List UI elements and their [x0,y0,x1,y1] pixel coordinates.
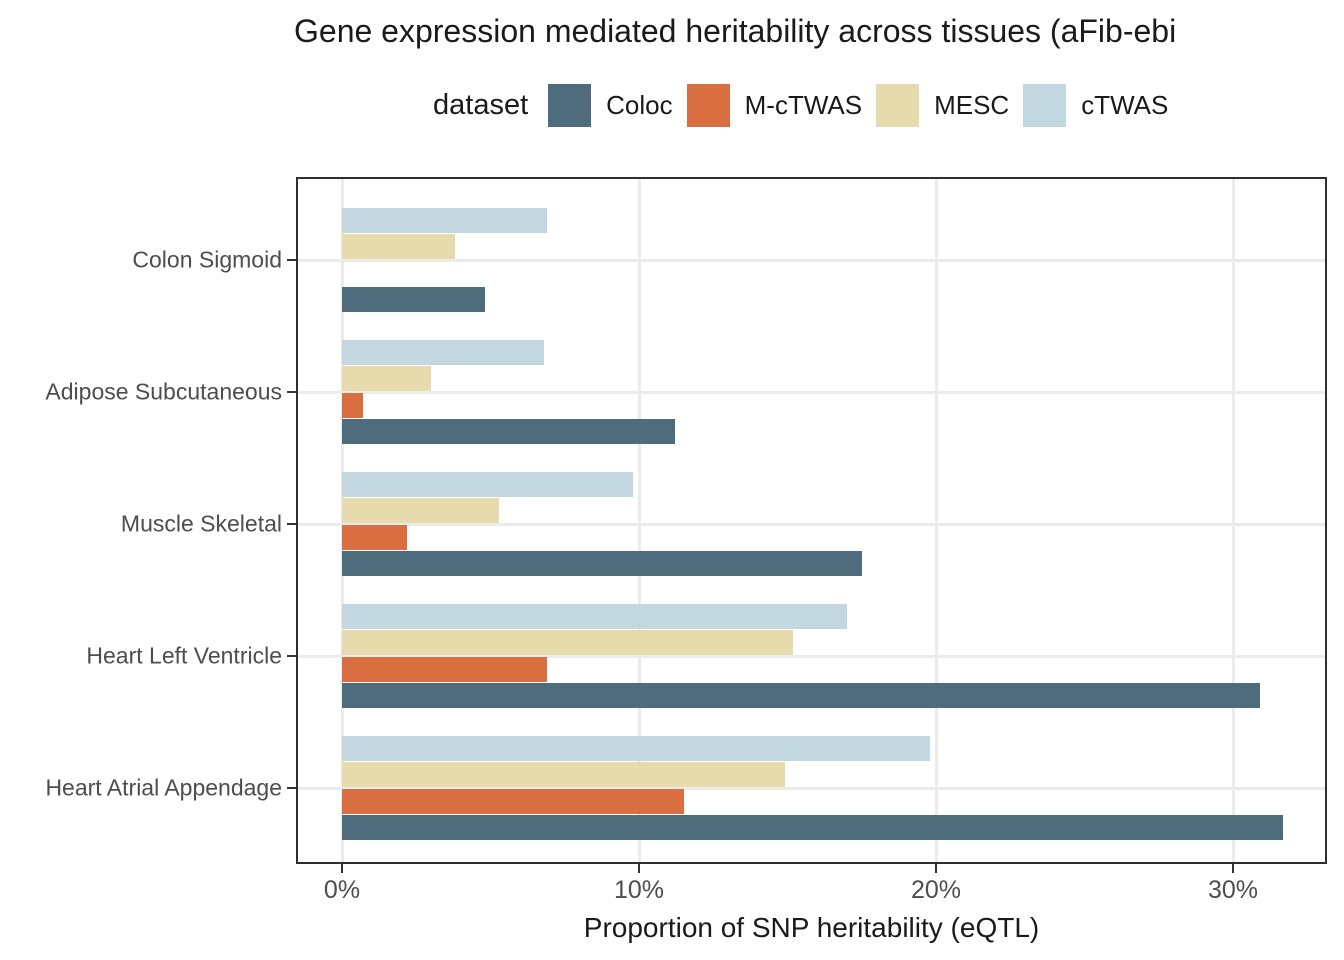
x-tick-0% [341,864,343,873]
y-axis-label-4: Heart Atrial Appendage [45,774,282,801]
bar-Coloc-Adipose Subcutaneous [342,419,675,445]
bar-MESC-Heart Atrial Appendage [342,762,785,788]
bar-cTWAS-Muscle Skeletal [342,471,634,497]
x-tick-label-10%: 10% [613,876,665,904]
y-axis-label-1: Adipose Subcutaneous [45,378,282,405]
x-tick-30% [1232,864,1234,873]
bar-MESC-Heart Left Ventricle [342,630,794,656]
gridline-row-0 [298,258,1325,262]
gridline-row-1 [298,390,1325,394]
x-axis-title: Proportion of SNP heritability (eQTL) [583,912,1040,943]
y-tick-0 [287,259,296,261]
gridline-row-2 [298,522,1325,526]
legend-swatch-mesc [876,84,920,127]
y-axis-label-0: Colon Sigmoid [132,246,282,273]
x-tick-10% [638,864,640,873]
legend-item-ctwas: cTWAS [1023,84,1168,127]
legend-item-coloc: Coloc [548,84,673,127]
gridline-x-10% [637,179,641,862]
y-tick-1 [287,391,296,393]
chart-title: Gene expression mediated heritability ac… [294,13,1177,49]
legend-label-coloc: Coloc [606,90,673,120]
bar-cTWAS-Heart Atrial Appendage [342,735,931,761]
legend-label-m-ctwas: M-cTWAS [744,90,863,120]
legend-swatch-ctwas [1023,84,1067,127]
x-tick-20% [935,864,937,873]
legend-swatch-coloc [548,84,592,127]
gridline-x-20% [934,179,938,862]
legend-item-m-ctwas: M-cTWAS [686,84,863,127]
gridline-row-4 [298,786,1325,790]
bar-cTWAS-Adipose Subcutaneous [342,339,544,365]
y-axis-label-3: Heart Left Ventricle [86,642,282,669]
gridline-row-3 [298,654,1325,658]
bar-Coloc-Heart Atrial Appendage [342,815,1284,841]
legend-label-ctwas: cTWAS [1081,90,1169,120]
bar-cTWAS-Heart Left Ventricle [342,603,847,629]
bar-MESC-Colon Sigmoid [342,234,455,260]
x-tick-label-30%: 30% [1207,876,1259,904]
x-tick-label-0%: 0% [323,876,361,904]
y-tick-2 [287,523,296,525]
bar-MESC-Muscle Skeletal [342,498,500,524]
bar-M-cTWAS-Heart Left Ventricle [342,656,547,682]
bar-cTWAS-Colon Sigmoid [342,207,547,233]
plot-panel [296,177,1327,864]
y-tick-3 [287,655,296,657]
legend: dataset Coloc M-cTWAS MESC cTWAS [433,84,1168,127]
bar-Coloc-Colon Sigmoid [342,287,485,313]
y-tick-4 [287,787,296,789]
bar-M-cTWAS-Adipose Subcutaneous [342,392,363,418]
legend-item-mesc: MESC [876,84,1009,127]
bar-MESC-Adipose Subcutaneous [342,366,432,392]
y-axis-label-2: Muscle Skeletal [120,510,282,537]
legend-label-mesc: MESC [934,90,1010,120]
bar-Coloc-Heart Left Ventricle [342,683,1260,709]
bar-M-cTWAS-Muscle Skeletal [342,524,408,550]
legend-title: dataset [433,89,529,121]
bar-M-cTWAS-Heart Atrial Appendage [342,788,684,814]
gridline-x-30% [1231,179,1235,862]
x-tick-label-20%: 20% [910,876,962,904]
bar-Coloc-Muscle Skeletal [342,551,862,577]
legend-swatch-m-ctwas [686,84,730,127]
